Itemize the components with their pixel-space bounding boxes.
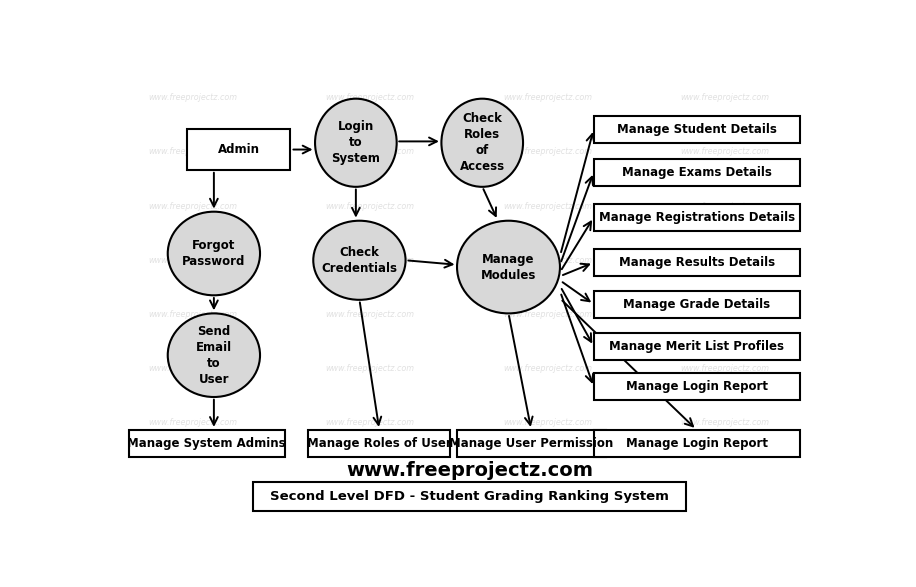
Text: www.freeprojectz.com: www.freeprojectz.com: [325, 147, 415, 156]
Ellipse shape: [313, 221, 406, 300]
Ellipse shape: [168, 212, 260, 295]
Text: www.freeprojectz.com: www.freeprojectz.com: [681, 147, 769, 156]
Text: www.freeprojectz.com: www.freeprojectz.com: [503, 147, 592, 156]
Text: Login
to
System: Login to System: [332, 120, 380, 166]
Text: www.freeprojectz.com: www.freeprojectz.com: [148, 201, 237, 211]
Text: Forgot
Password: Forgot Password: [182, 239, 245, 268]
Text: www.freeprojectz.com: www.freeprojectz.com: [325, 93, 415, 102]
Text: www.freeprojectz.com: www.freeprojectz.com: [503, 93, 592, 102]
FancyBboxPatch shape: [594, 430, 800, 457]
Text: www.freeprojectz.com: www.freeprojectz.com: [681, 201, 769, 211]
Text: www.freeprojectz.com: www.freeprojectz.com: [681, 256, 769, 265]
Text: Check
Roles
of
Access: Check Roles of Access: [460, 112, 505, 173]
Text: Manage User Permission: Manage User Permission: [449, 437, 614, 450]
FancyBboxPatch shape: [309, 430, 451, 457]
Ellipse shape: [457, 221, 560, 313]
Text: Send
Email
to
User: Send Email to User: [196, 325, 232, 386]
Ellipse shape: [315, 99, 397, 187]
Text: Manage Results Details: Manage Results Details: [618, 256, 775, 269]
Text: Manage System Admins: Manage System Admins: [127, 437, 286, 450]
FancyBboxPatch shape: [594, 116, 800, 143]
Text: www.freeprojectz.com: www.freeprojectz.com: [325, 419, 415, 427]
FancyBboxPatch shape: [594, 373, 800, 400]
Text: www.freeprojectz.com: www.freeprojectz.com: [148, 256, 237, 265]
Text: www.freeprojectz.com: www.freeprojectz.com: [503, 310, 592, 319]
FancyBboxPatch shape: [187, 129, 290, 170]
Text: www.freeprojectz.com: www.freeprojectz.com: [148, 310, 237, 319]
Text: Manage Student Details: Manage Student Details: [616, 123, 777, 136]
FancyBboxPatch shape: [253, 482, 686, 511]
Text: Second Level DFD - Student Grading Ranking System: Second Level DFD - Student Grading Ranki…: [270, 490, 669, 502]
Text: Manage Grade Details: Manage Grade Details: [623, 298, 770, 311]
Text: Manage Registrations Details: Manage Registrations Details: [598, 211, 795, 224]
Ellipse shape: [168, 313, 260, 397]
FancyBboxPatch shape: [594, 249, 800, 276]
Text: www.freeprojectz.com: www.freeprojectz.com: [325, 310, 415, 319]
FancyBboxPatch shape: [594, 291, 800, 318]
Text: www.freeprojectz.com: www.freeprojectz.com: [346, 461, 593, 480]
Text: Manage Login Report: Manage Login Report: [626, 380, 768, 393]
Text: Check
Credentials: Check Credentials: [322, 246, 398, 275]
Text: Manage Merit List Profiles: Manage Merit List Profiles: [609, 340, 784, 353]
Text: www.freeprojectz.com: www.freeprojectz.com: [325, 201, 415, 211]
FancyBboxPatch shape: [457, 430, 605, 457]
Text: www.freeprojectz.com: www.freeprojectz.com: [681, 310, 769, 319]
Text: www.freeprojectz.com: www.freeprojectz.com: [681, 419, 769, 427]
FancyBboxPatch shape: [594, 333, 800, 360]
FancyBboxPatch shape: [594, 204, 800, 231]
Text: www.freeprojectz.com: www.freeprojectz.com: [325, 365, 415, 373]
Text: www.freeprojectz.com: www.freeprojectz.com: [148, 419, 237, 427]
Text: www.freeprojectz.com: www.freeprojectz.com: [503, 365, 592, 373]
Text: www.freeprojectz.com: www.freeprojectz.com: [148, 365, 237, 373]
FancyBboxPatch shape: [128, 430, 285, 457]
Ellipse shape: [442, 99, 523, 187]
Text: www.freeprojectz.com: www.freeprojectz.com: [681, 93, 769, 102]
FancyBboxPatch shape: [594, 158, 800, 185]
Text: Manage Login Report: Manage Login Report: [626, 437, 768, 450]
Text: www.freeprojectz.com: www.freeprojectz.com: [503, 256, 592, 265]
Text: Admin: Admin: [218, 143, 260, 156]
Text: www.freeprojectz.com: www.freeprojectz.com: [503, 419, 592, 427]
Text: Manage
Modules: Manage Modules: [481, 252, 536, 282]
Text: www.freeprojectz.com: www.freeprojectz.com: [148, 93, 237, 102]
Text: Manage Roles of User: Manage Roles of User: [307, 437, 452, 450]
Text: www.freeprojectz.com: www.freeprojectz.com: [325, 256, 415, 265]
Text: www.freeprojectz.com: www.freeprojectz.com: [503, 201, 592, 211]
Text: www.freeprojectz.com: www.freeprojectz.com: [148, 147, 237, 156]
Text: Manage Exams Details: Manage Exams Details: [622, 166, 771, 178]
Text: www.freeprojectz.com: www.freeprojectz.com: [681, 365, 769, 373]
